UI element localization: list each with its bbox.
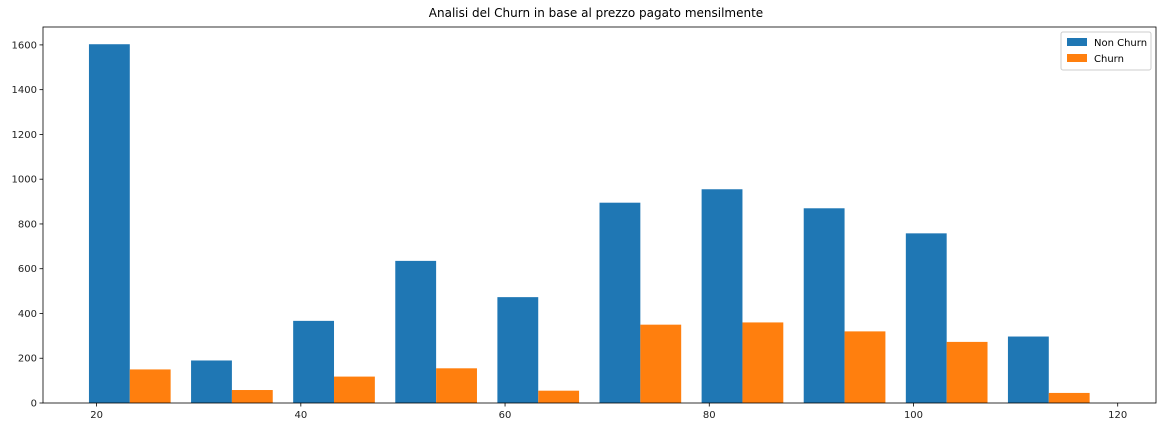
- axes-group: 0 200 400 600 800 1000 1200 1400 1600 20 40 60 80 100…: [12, 26, 1157, 421]
- x-tick-label: 40: [294, 410, 307, 421]
- y-tick-label: 800: [18, 219, 37, 230]
- bars-group: [88, 44, 1090, 403]
- bar-non-churn-9: [1007, 336, 1049, 403]
- bar-churn-6: [742, 322, 784, 403]
- x-tick-label: 100: [904, 410, 923, 421]
- bar-non-churn-6: [701, 189, 743, 403]
- bar-churn-2: [334, 376, 375, 403]
- bar-churn-9: [1048, 392, 1090, 403]
- chart-title: Analisi del Churn in base al prezzo paga…: [429, 6, 763, 20]
- y-tick-label: 1200: [12, 130, 37, 141]
- legend-label: Non Churn: [1094, 38, 1147, 49]
- x-tick-label: 80: [703, 410, 716, 421]
- bar-churn-3: [436, 368, 477, 403]
- bar-non-churn-8: [905, 233, 947, 403]
- bar-non-churn-1: [191, 360, 232, 403]
- legend-label: Churn: [1094, 54, 1124, 65]
- plot-frame: [42, 26, 1157, 404]
- bar-non-churn-0: [88, 44, 130, 403]
- y-tick-label: 600: [18, 264, 37, 275]
- bar-non-churn-4: [497, 297, 539, 403]
- bar-churn-8: [946, 341, 988, 403]
- bar-churn-1: [231, 390, 273, 403]
- bar-non-churn-2: [293, 320, 335, 403]
- bar-churn-4: [538, 390, 580, 403]
- legend: Non Churn Churn: [1060, 31, 1152, 71]
- y-tick-label: 0: [31, 399, 37, 410]
- x-tick-label: 120: [1108, 410, 1127, 421]
- y-tick-label: 1400: [12, 85, 37, 96]
- bar-churn-5: [640, 324, 682, 403]
- legend-swatch: [1067, 38, 1087, 46]
- bar-non-churn-5: [599, 202, 641, 403]
- y-tick-label: 1000: [12, 175, 37, 186]
- bar-churn-7: [844, 331, 886, 403]
- x-tick-label: 20: [90, 410, 103, 421]
- x-tick-label: 60: [499, 410, 512, 421]
- bar-non-churn-3: [395, 260, 437, 403]
- bar-non-churn-7: [803, 208, 845, 403]
- legend-swatch: [1067, 54, 1087, 62]
- bar-churn-0: [129, 369, 171, 403]
- y-tick-label: 200: [18, 354, 37, 365]
- y-tick-label: 400: [18, 309, 37, 320]
- y-tick-label: 1600: [12, 40, 37, 51]
